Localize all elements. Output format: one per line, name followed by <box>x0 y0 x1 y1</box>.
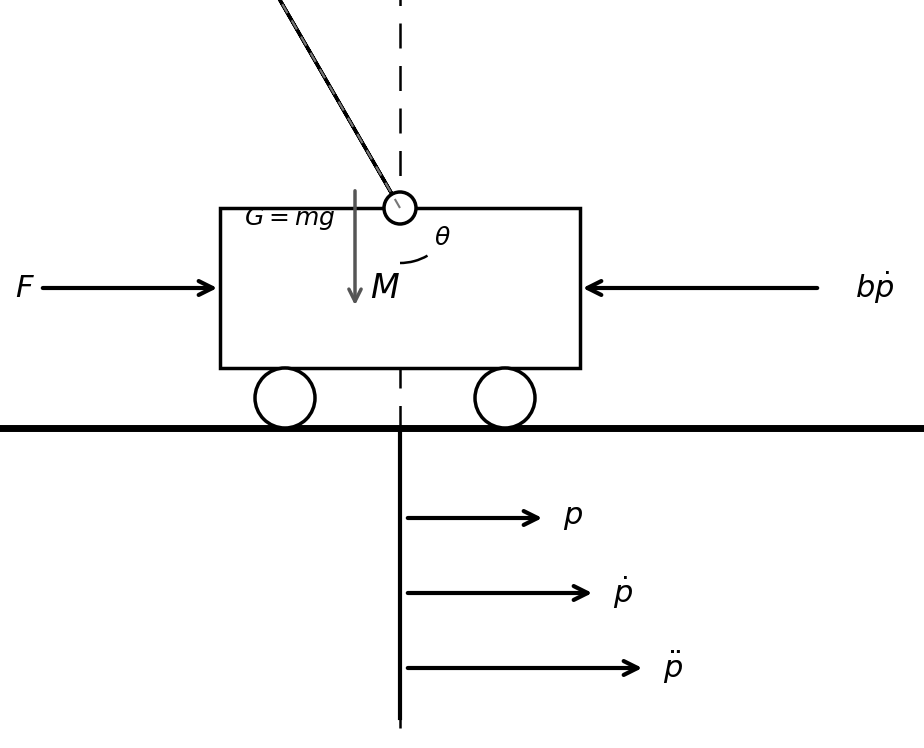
Text: $b\dot{p}$: $b\dot{p}$ <box>855 269 894 307</box>
Text: $\ddot{p}$: $\ddot{p}$ <box>663 649 683 687</box>
Text: $\theta$: $\theta$ <box>433 226 450 250</box>
Text: $p$: $p$ <box>563 503 583 533</box>
Circle shape <box>384 192 416 224</box>
Text: $\dot{p}$: $\dot{p}$ <box>613 574 633 611</box>
Text: $F$: $F$ <box>15 274 35 302</box>
Bar <box>220 208 580 368</box>
Circle shape <box>475 368 535 428</box>
Circle shape <box>255 368 315 428</box>
Text: $G = mg$: $G = mg$ <box>244 204 335 231</box>
Polygon shape <box>202 0 408 222</box>
Text: $M$: $M$ <box>370 272 400 304</box>
